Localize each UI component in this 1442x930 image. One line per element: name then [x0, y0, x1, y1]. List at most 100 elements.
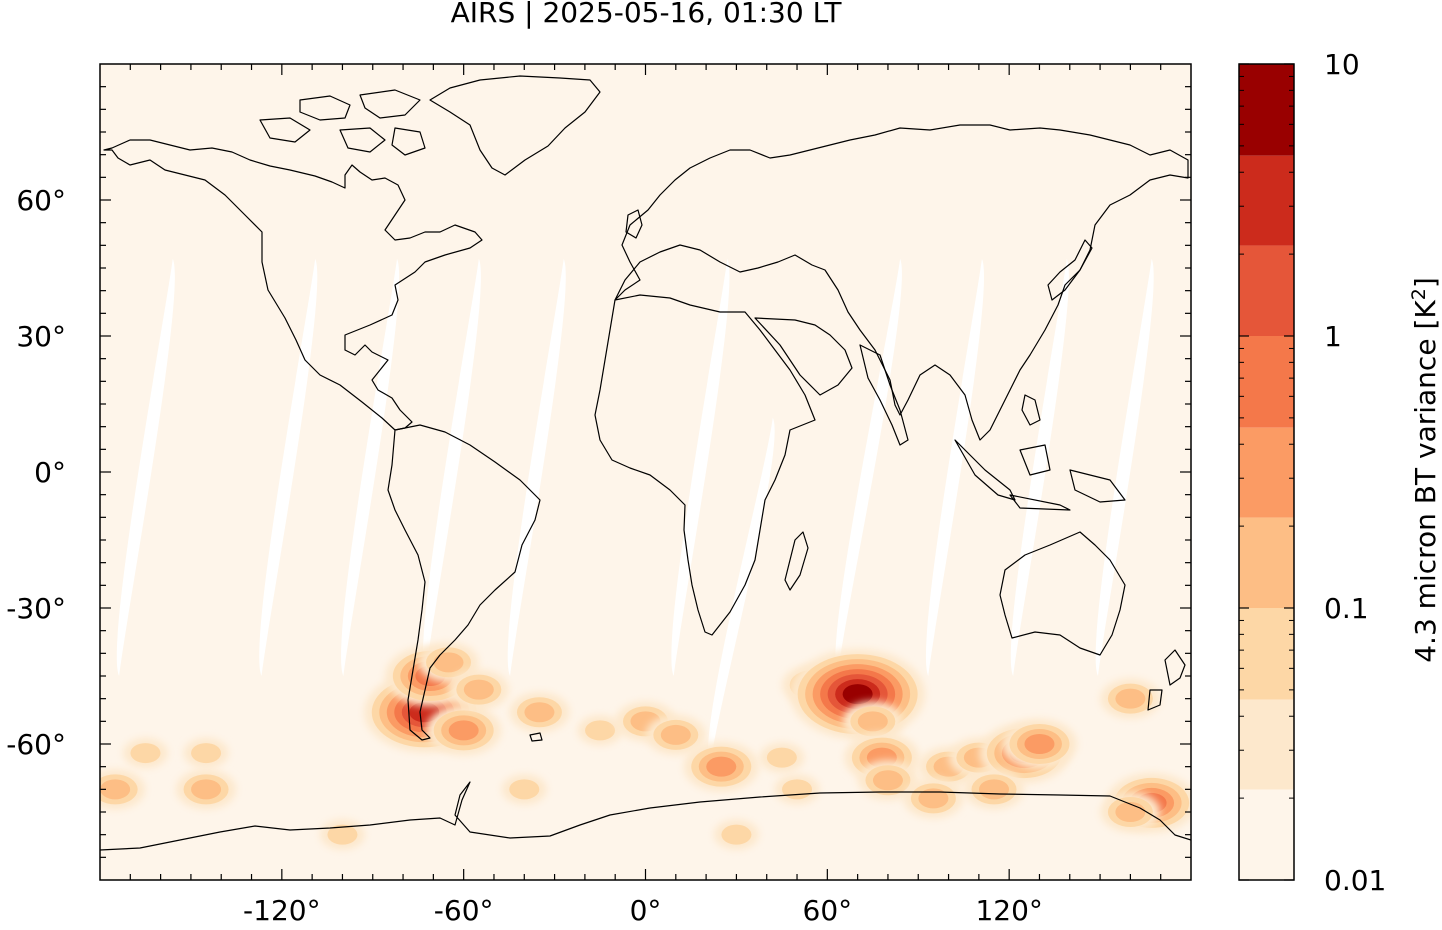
variance-contour: [100, 779, 131, 800]
coast-falklands: [529, 732, 543, 742]
y-tick-label: -30°: [6, 592, 66, 625]
variance-contour: [782, 779, 813, 800]
swath-gap: [835, 258, 902, 676]
x-axis: -120° -60° 0° 60° 120°: [243, 894, 1043, 927]
map-minor-ticks: [100, 64, 1191, 880]
colorbar-label-text: 4.3 micron BT variance [K: [1409, 300, 1442, 663]
colorbar-bin: [1239, 517, 1294, 608]
variance-contour: [463, 679, 494, 700]
swath-gap: [341, 258, 400, 676]
coast-arctic-islands: [259, 89, 426, 156]
x-tick-label: 0°: [630, 894, 662, 927]
variance-contour: [872, 770, 903, 791]
variance-contour: [857, 711, 888, 732]
variance-contour: [130, 743, 161, 764]
variance-contour: [842, 684, 873, 705]
coast-madagascar: [784, 531, 809, 591]
variance-field: [100, 642, 1191, 850]
variance-contour: [509, 779, 540, 800]
variance-contour: [585, 720, 616, 741]
variance-blob: [426, 705, 502, 756]
coastlines: [100, 75, 1191, 851]
variance-blob: [1100, 678, 1161, 719]
y-axis: 60° 30° 0° -30° -60°: [6, 184, 66, 761]
variance-blob: [577, 715, 623, 746]
variance-contour: [1024, 734, 1055, 754]
colorbar-bin: [1239, 336, 1294, 428]
colorbar-bin: [1239, 427, 1294, 518]
variance-blob: [100, 769, 146, 810]
coast-japan: [1047, 239, 1093, 301]
colorbar-label: 4.3 micron BT variance [K2]: [1408, 277, 1442, 663]
variance-blob: [774, 774, 820, 805]
variance-contour: [660, 724, 691, 745]
map-title: AIRS | 2025-05-16, 01:30 LT: [451, 0, 843, 29]
variance-contour: [433, 652, 464, 673]
variance-contour: [191, 743, 222, 764]
colorbar: 10 1 0.1 0.01 4.3 micron BT variance [K2]: [1238, 48, 1442, 897]
coast-greenland: [429, 75, 601, 176]
y-tick-label: -60°: [6, 728, 66, 761]
swath-gap: [422, 258, 481, 676]
swath-gap: [1095, 258, 1154, 676]
coast-philippines: [1021, 394, 1041, 426]
colorbar-tick-label: 0.1: [1324, 592, 1369, 625]
colorbar-bin: [1239, 245, 1294, 336]
coast-antarctica: [100, 781, 1191, 851]
variance-blob: [903, 778, 964, 819]
variance-contour: [721, 824, 752, 845]
coast-africa: [594, 294, 816, 636]
swath-gap: [925, 258, 985, 676]
colorbar-tick-label: 10: [1324, 48, 1360, 81]
colorbar-bin: [1239, 64, 1294, 156]
colorbar-tick-label: 0.01: [1324, 864, 1386, 897]
variance-blob: [176, 769, 237, 810]
coast-new-zealand: [1147, 649, 1186, 711]
variance-blob: [1001, 719, 1077, 769]
variance-blob: [501, 774, 547, 805]
map-panel: -120° -60° 0° 60° 120° 60° 30° 0° -30° -60°: [6, 63, 1192, 927]
colorbar-bin: [1239, 699, 1294, 790]
y-tick-label: 0°: [34, 456, 66, 489]
colorbar-bin: [1239, 789, 1294, 880]
variance-blob: [183, 738, 229, 769]
variance-blob: [448, 669, 509, 710]
variance-blob: [713, 819, 759, 850]
x-tick-label: -120°: [243, 894, 321, 927]
colorbar-frame: [1238, 63, 1295, 881]
swath-gaps: [116, 258, 1154, 767]
swath-gap: [1010, 258, 1069, 676]
coast-indonesia: [954, 439, 1126, 511]
variance-blob: [509, 692, 570, 733]
variance-contour: [1115, 802, 1146, 822]
variance-contour: [766, 747, 797, 768]
variance-blob: [842, 701, 903, 742]
variance-contour: [918, 788, 949, 809]
coast-australia: [999, 531, 1126, 656]
variance-contour: [327, 824, 358, 845]
variance-blob: [645, 714, 706, 755]
variance-contour: [191, 779, 222, 800]
coast-uk: [625, 209, 643, 239]
variance-contour: [979, 779, 1010, 800]
swath-gap: [116, 258, 175, 676]
colorbar-tick-label: 1: [1324, 320, 1342, 353]
colorbar-ticks: 10 1 0.1 0.01: [1239, 48, 1386, 897]
variance-blob: [1100, 792, 1161, 832]
variance-blob: [683, 741, 759, 792]
variance-contour: [706, 756, 737, 777]
colorbar-bin: [1239, 608, 1294, 700]
x-tick-label: -60°: [434, 894, 494, 927]
coast-eurasia: [614, 124, 1189, 441]
x-tick-label: 120°: [975, 894, 1042, 927]
x-tick-label: 60°: [803, 894, 853, 927]
coast-north-america: [103, 139, 483, 431]
coast-south-america: [387, 424, 541, 741]
variance-contour: [1115, 688, 1146, 709]
variance-contour: [448, 720, 479, 741]
swath-gap: [671, 258, 730, 676]
swath-gap: [507, 258, 566, 676]
variance-blob: [857, 760, 918, 801]
coast-arabia: [754, 317, 853, 396]
